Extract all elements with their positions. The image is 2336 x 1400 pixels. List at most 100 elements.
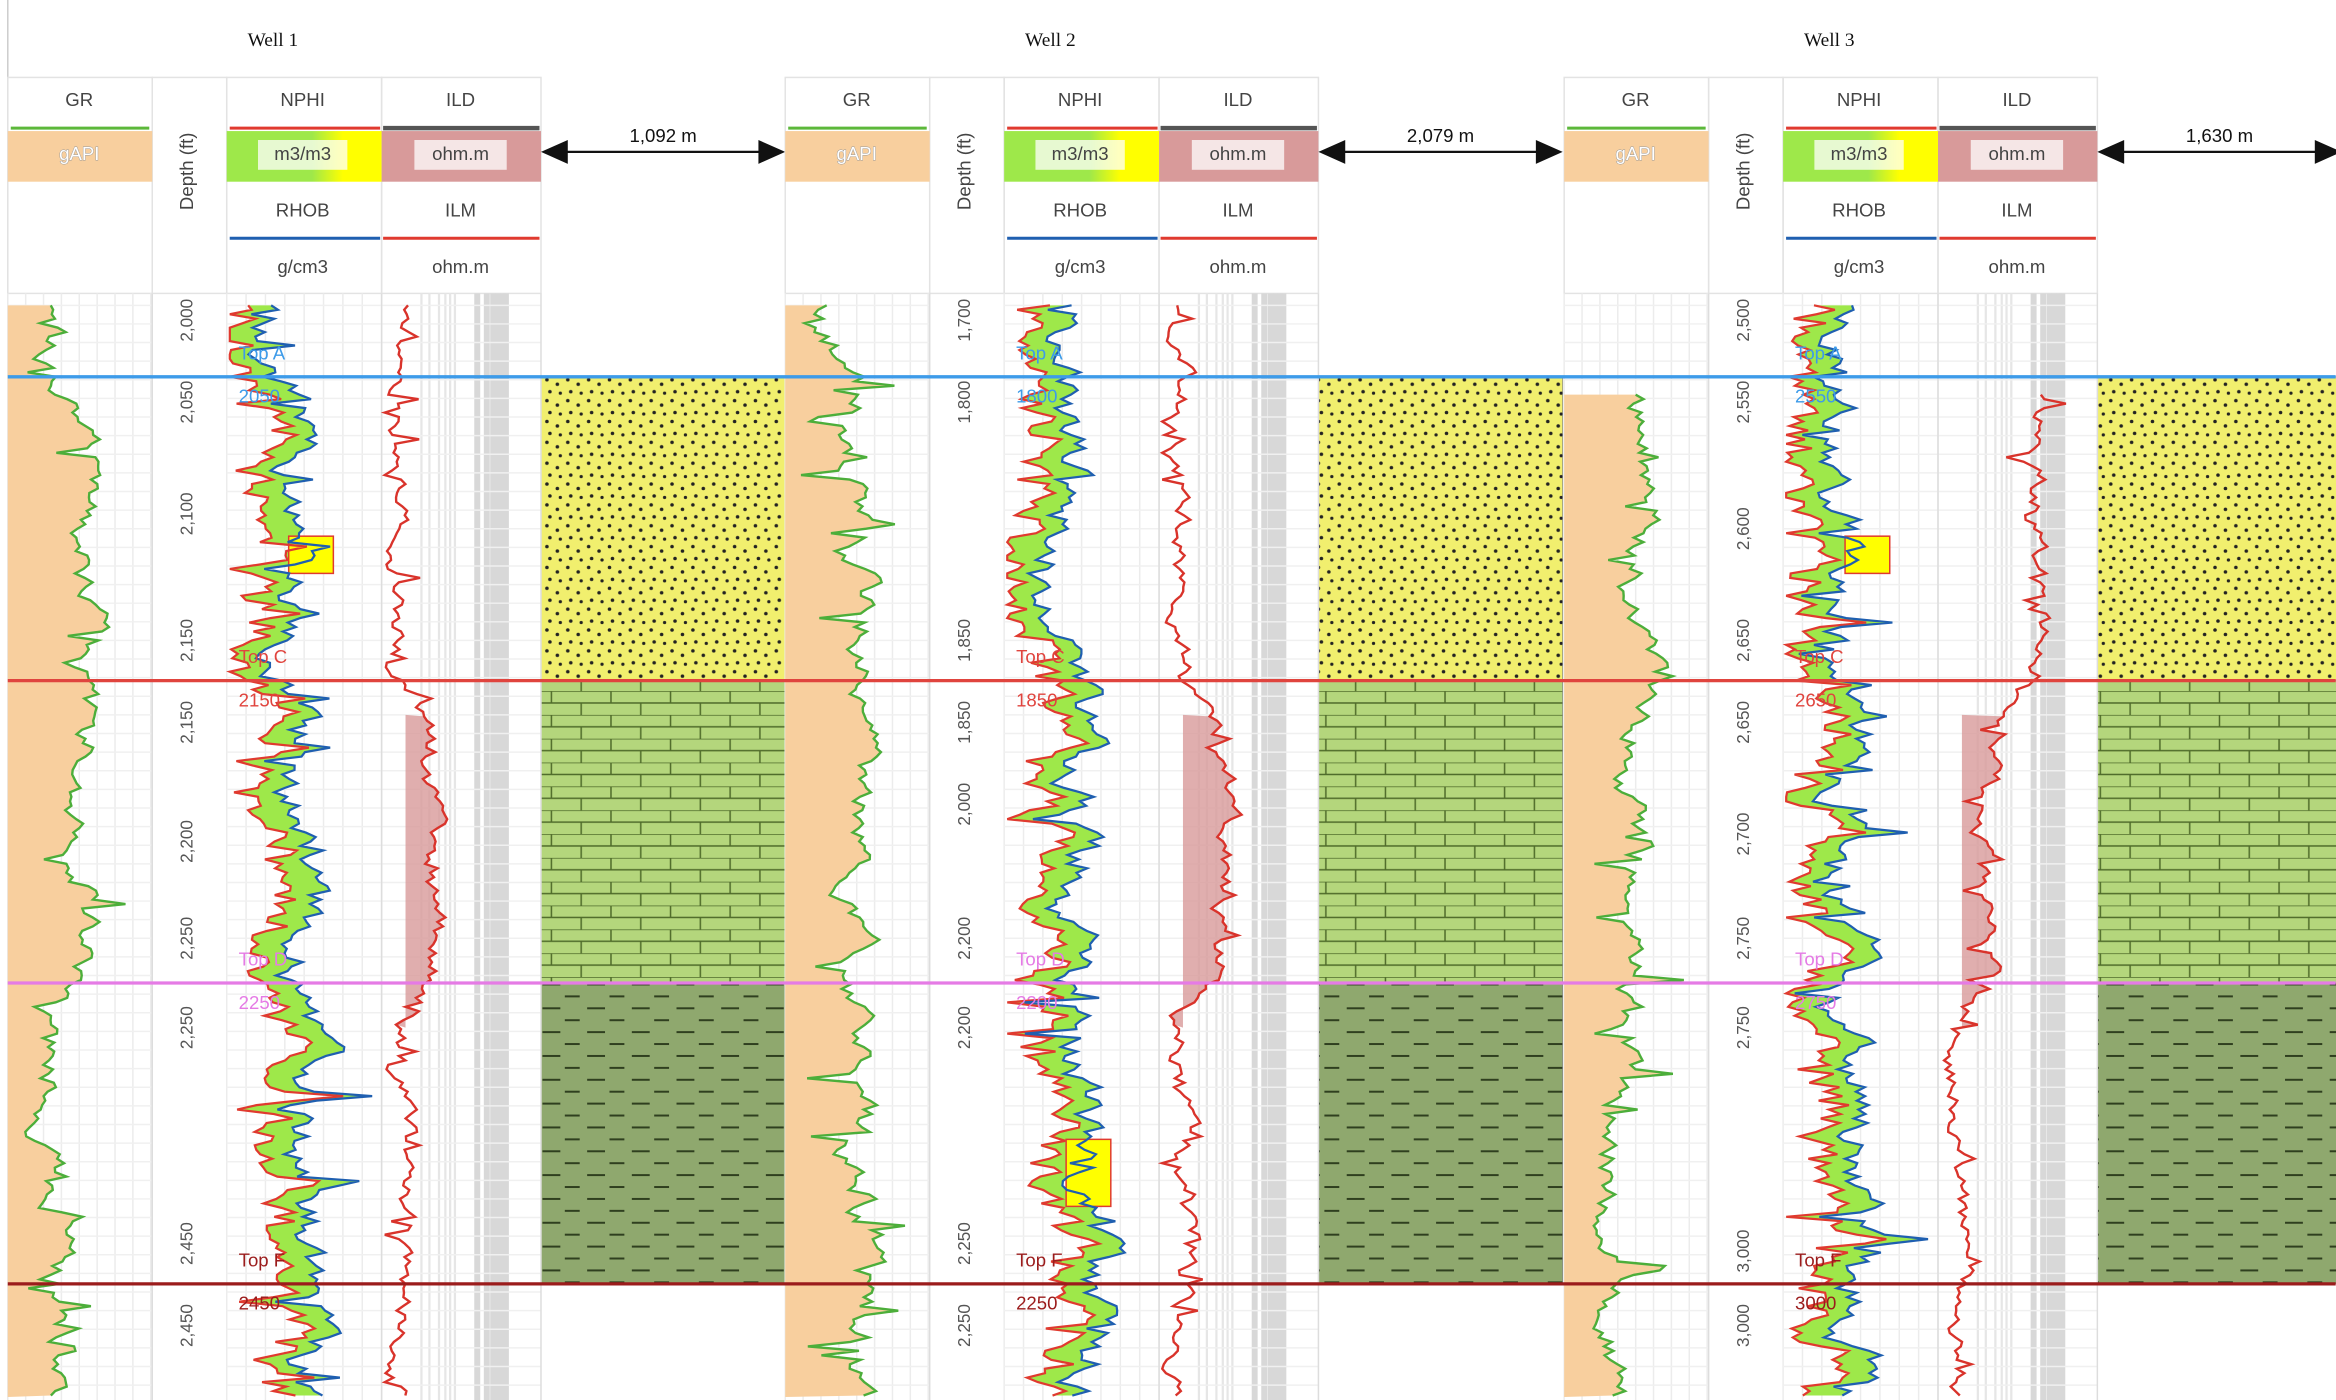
unit-box bbox=[7, 131, 153, 182]
depth-tick-label: 1,850 bbox=[955, 701, 974, 744]
top-name: Top D bbox=[1795, 949, 1844, 970]
header-cell bbox=[1158, 76, 1320, 295]
top-depth: 2250 bbox=[239, 992, 280, 1013]
unit-label: gAPI bbox=[837, 143, 877, 164]
top-depth: 1800 bbox=[1016, 386, 1057, 407]
top-depth: 2050 bbox=[239, 386, 280, 407]
unit-label: g/cm3 bbox=[1834, 256, 1885, 277]
track-label: ILM bbox=[445, 199, 476, 220]
depth-tick-label: 2,500 bbox=[1734, 299, 1753, 342]
top-name: Top A bbox=[1795, 342, 1842, 363]
depth-title: Depth (ft) bbox=[1732, 132, 1753, 210]
top-name: Top F bbox=[1795, 1249, 1842, 1270]
depth-tick-label: 2,200 bbox=[178, 820, 197, 863]
depth-tick-label: 2,750 bbox=[1734, 917, 1753, 960]
track-label: NPHI bbox=[280, 89, 324, 110]
top-depth: 2450 bbox=[239, 1293, 280, 1314]
lithology-block bbox=[540, 982, 786, 1285]
top-name: Top F bbox=[1016, 1249, 1063, 1270]
well: Well 1 GR gAPI Depth (ft) NPHI m3/m3 RHOB g/cm3… bbox=[7, 30, 786, 1400]
top-name: Top A bbox=[1016, 342, 1063, 363]
depth-tick-label: 3,000 bbox=[1734, 1230, 1753, 1273]
unit-box bbox=[785, 131, 930, 182]
nphi-curve bbox=[226, 304, 344, 1397]
top-depth: 2650 bbox=[1795, 689, 1836, 710]
gr-curve bbox=[1591, 393, 1684, 1397]
depth-tick-label: 3,000 bbox=[1734, 1304, 1753, 1347]
depth-tick-label: 2,050 bbox=[178, 381, 197, 424]
unit-label: ohm.m bbox=[1210, 256, 1267, 277]
top-depth: 2200 bbox=[1016, 992, 1057, 1013]
track-label: ILM bbox=[2001, 199, 2032, 220]
gr-fill bbox=[7, 305, 126, 1398]
distance-label: 1,092 m bbox=[629, 125, 696, 146]
depth-tick-label: 2,750 bbox=[1734, 1006, 1753, 1049]
gr-curve bbox=[800, 304, 906, 1397]
top-name: Top D bbox=[239, 949, 288, 970]
crossover-fill bbox=[287, 535, 335, 575]
gr-fill bbox=[785, 305, 905, 1398]
top-depth: 1850 bbox=[1016, 689, 1057, 710]
track-label: RHOB bbox=[276, 199, 330, 220]
depth-tick-label: 2,200 bbox=[955, 917, 974, 960]
depth-tick-label: 2,700 bbox=[1734, 813, 1753, 856]
crossover-fill bbox=[1844, 535, 1891, 575]
top-name: Top A bbox=[239, 342, 286, 363]
depth-tick-label: 2,200 bbox=[955, 1006, 974, 1049]
depth-title: Depth (ft) bbox=[176, 132, 197, 210]
well: Well 2 GR gAPI Depth (ft) NPHI m3/m3 RHOB g/cm3… bbox=[784, 30, 1563, 1400]
ild-curve bbox=[1157, 305, 1244, 1397]
depth-tick-label: 2,550 bbox=[1734, 381, 1753, 424]
top-depth: 3000 bbox=[1795, 1293, 1836, 1314]
ild-curve bbox=[380, 304, 449, 1396]
unit-label: ohm.m bbox=[1988, 256, 2045, 277]
top-depth: 2250 bbox=[1016, 1293, 1057, 1314]
unit-label: m3/m3 bbox=[1052, 143, 1109, 164]
track-label: ILD bbox=[446, 89, 475, 110]
depth-tick-label: 2,000 bbox=[178, 299, 197, 342]
depth-tick-label: 2,100 bbox=[178, 492, 197, 535]
top-name: Top C bbox=[1016, 646, 1065, 667]
unit-label: gAPI bbox=[1615, 143, 1655, 164]
unit-label: ohm.m bbox=[1988, 143, 2045, 164]
ild-fill bbox=[1961, 714, 2006, 1028]
unit-bg bbox=[258, 140, 348, 170]
ild-fill bbox=[395, 714, 448, 1028]
unit-bg bbox=[1035, 140, 1125, 170]
lithology-block bbox=[540, 680, 786, 984]
depth-tick-label: 2,650 bbox=[1734, 619, 1753, 662]
depth-tick-label: 2,000 bbox=[955, 783, 974, 826]
header-cell bbox=[380, 76, 542, 295]
unit-bg bbox=[1970, 140, 2064, 170]
unit-label: ohm.m bbox=[432, 143, 489, 164]
arrow-head bbox=[1318, 140, 1563, 164]
lithology-block bbox=[2096, 376, 2336, 682]
lithology-block bbox=[2096, 982, 2336, 1285]
well-title: Well 3 bbox=[1804, 30, 1855, 51]
rhob-curve bbox=[1024, 304, 1127, 1397]
unit-label: m3/m3 bbox=[1831, 143, 1888, 164]
track-label: NPHI bbox=[1058, 89, 1102, 110]
arrow-head bbox=[540, 140, 786, 164]
unit-bg bbox=[414, 140, 507, 170]
well-title: Well 2 bbox=[1025, 30, 1076, 51]
lithology-block bbox=[1318, 376, 1564, 682]
depth-tick-label: 2,250 bbox=[178, 1006, 197, 1049]
depth-tick-label: 2,450 bbox=[178, 1222, 197, 1265]
track-label: RHOB bbox=[1832, 199, 1886, 220]
track-label: ILM bbox=[1222, 199, 1253, 220]
track-label: ILD bbox=[2002, 89, 2031, 110]
track-label: GR bbox=[65, 89, 93, 110]
unit-label: g/cm3 bbox=[277, 256, 328, 277]
depth-tick-label: 2,250 bbox=[955, 1222, 974, 1265]
arrow-head bbox=[2097, 140, 2336, 164]
distance-label: 1,630 m bbox=[2186, 125, 2253, 146]
depth-tick-label: 2,650 bbox=[1734, 701, 1753, 744]
distance-label: 2,079 m bbox=[1407, 125, 1474, 146]
depth-tick-label: 2,250 bbox=[955, 1304, 974, 1347]
depth-tick-label: 2,450 bbox=[178, 1304, 197, 1347]
top-depth: 2750 bbox=[1795, 992, 1836, 1013]
unit-label: ohm.m bbox=[432, 256, 489, 277]
top-depth: 2550 bbox=[1795, 386, 1836, 407]
